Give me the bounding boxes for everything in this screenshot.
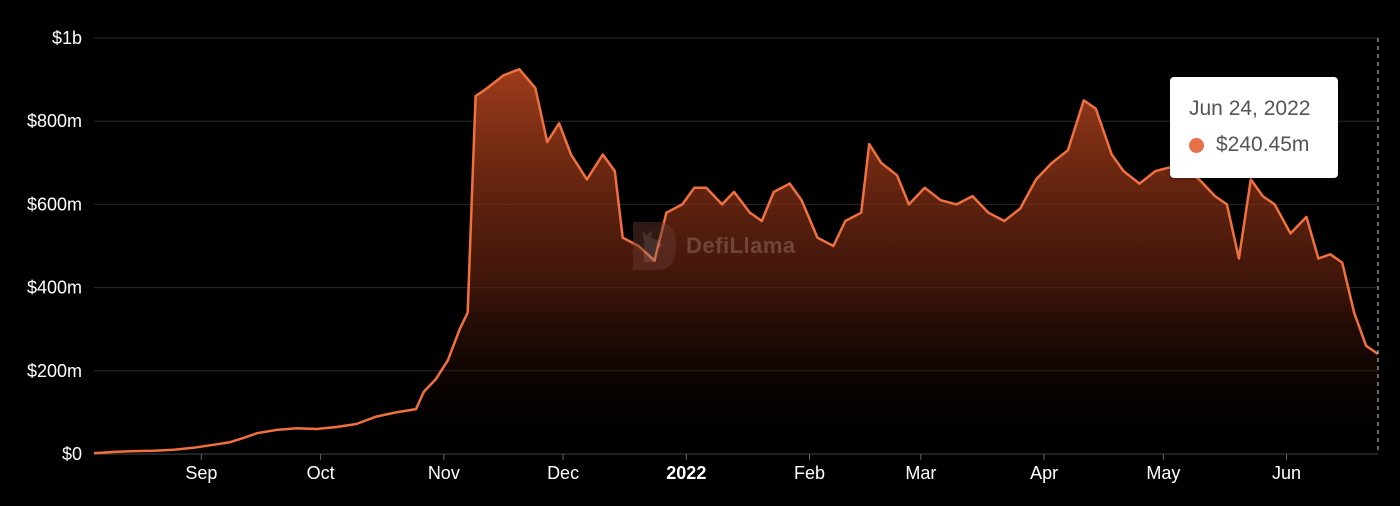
y-tick-label: $200m [27, 361, 82, 381]
y-tick-label: $1b [52, 28, 82, 48]
defillama-watermark: DefiLlama [628, 218, 796, 274]
x-tick-label: Jun [1272, 463, 1301, 483]
x-tick-label: May [1146, 463, 1180, 483]
y-tick-label: $600m [27, 194, 82, 214]
x-tick-label: Nov [428, 463, 460, 483]
y-tick-label: $800m [27, 111, 82, 131]
x-axis: Sep Oct Nov Dec 2022 Feb Mar Apr May Jun [94, 453, 1378, 483]
watermark-text: DefiLlama [686, 233, 796, 258]
llama-logo-icon [633, 222, 676, 270]
x-tick-label: Sep [185, 463, 217, 483]
tooltip-value: $240.45m [1216, 133, 1310, 156]
x-tick-label: Oct [307, 463, 335, 483]
tooltip-date: Jun 24, 2022 [1189, 97, 1311, 120]
x-tick-label: Mar [905, 463, 936, 483]
x-tick-label: 2022 [666, 463, 706, 483]
y-tick-label: $0 [62, 444, 82, 464]
series-area-fill [94, 69, 1378, 454]
x-tick-label: Apr [1030, 463, 1058, 483]
tooltip-row: $240.45m [1187, 133, 1338, 157]
x-tick-label: Feb [794, 463, 825, 483]
series-dot-icon [1189, 137, 1204, 153]
chart-tooltip: Jun 24, 2022 $240.45m [1170, 77, 1338, 178]
x-tick-label: Dec [547, 463, 579, 483]
y-axis: $0 $200m $400m $600m $800m $1b [27, 28, 82, 464]
y-tick-label: $400m [27, 278, 82, 298]
